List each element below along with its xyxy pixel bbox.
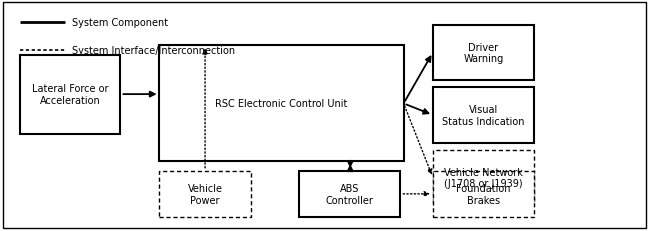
Text: Vehicle
Power: Vehicle Power [187,183,223,205]
FancyBboxPatch shape [20,55,120,134]
Text: Vehicle Network
(J1708 or J1939): Vehicle Network (J1708 or J1939) [444,167,523,189]
Text: ABS
Controller: ABS Controller [326,183,374,205]
FancyBboxPatch shape [433,150,534,206]
FancyBboxPatch shape [433,171,534,217]
Text: Foundation
Brakes: Foundation Brakes [456,183,510,205]
Text: Driver
Warning: Driver Warning [464,42,503,64]
Text: System Component: System Component [72,18,168,28]
FancyBboxPatch shape [159,46,404,162]
FancyBboxPatch shape [299,171,400,217]
Text: Visual
Status Indication: Visual Status Indication [442,105,525,126]
FancyBboxPatch shape [433,88,534,143]
Text: System Interface/Interconnection: System Interface/Interconnection [72,46,235,56]
FancyBboxPatch shape [159,171,251,217]
Text: Lateral Force or
Acceleration: Lateral Force or Acceleration [32,84,108,106]
FancyBboxPatch shape [433,25,534,81]
Text: RSC Electronic Control Unit: RSC Electronic Control Unit [215,99,348,109]
